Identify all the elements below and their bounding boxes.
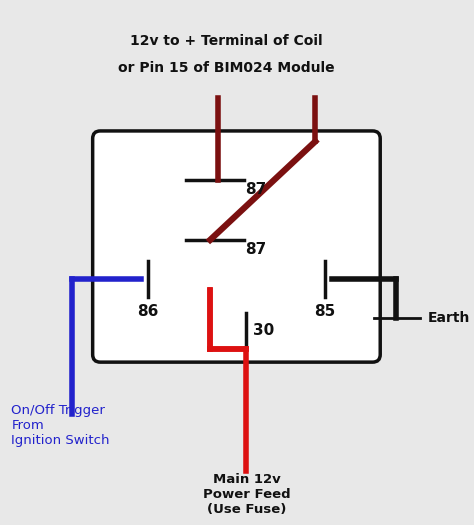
Text: On/Off Trigger
From
Ignition Switch: On/Off Trigger From Ignition Switch: [11, 404, 110, 447]
Text: Earth: Earth: [428, 311, 470, 325]
FancyBboxPatch shape: [93, 131, 380, 362]
Text: 87: 87: [246, 242, 267, 257]
Text: or Pin 15 of BIM024 Module: or Pin 15 of BIM024 Module: [118, 61, 335, 75]
Text: 12v to + Terminal of Coil: 12v to + Terminal of Coil: [130, 34, 323, 48]
Text: 87: 87: [246, 182, 267, 197]
Text: 86: 86: [137, 304, 159, 319]
Text: Main 12v
Power Feed
(Use Fuse): Main 12v Power Feed (Use Fuse): [203, 473, 290, 516]
Text: 85: 85: [314, 304, 336, 319]
Text: 30: 30: [253, 323, 274, 338]
